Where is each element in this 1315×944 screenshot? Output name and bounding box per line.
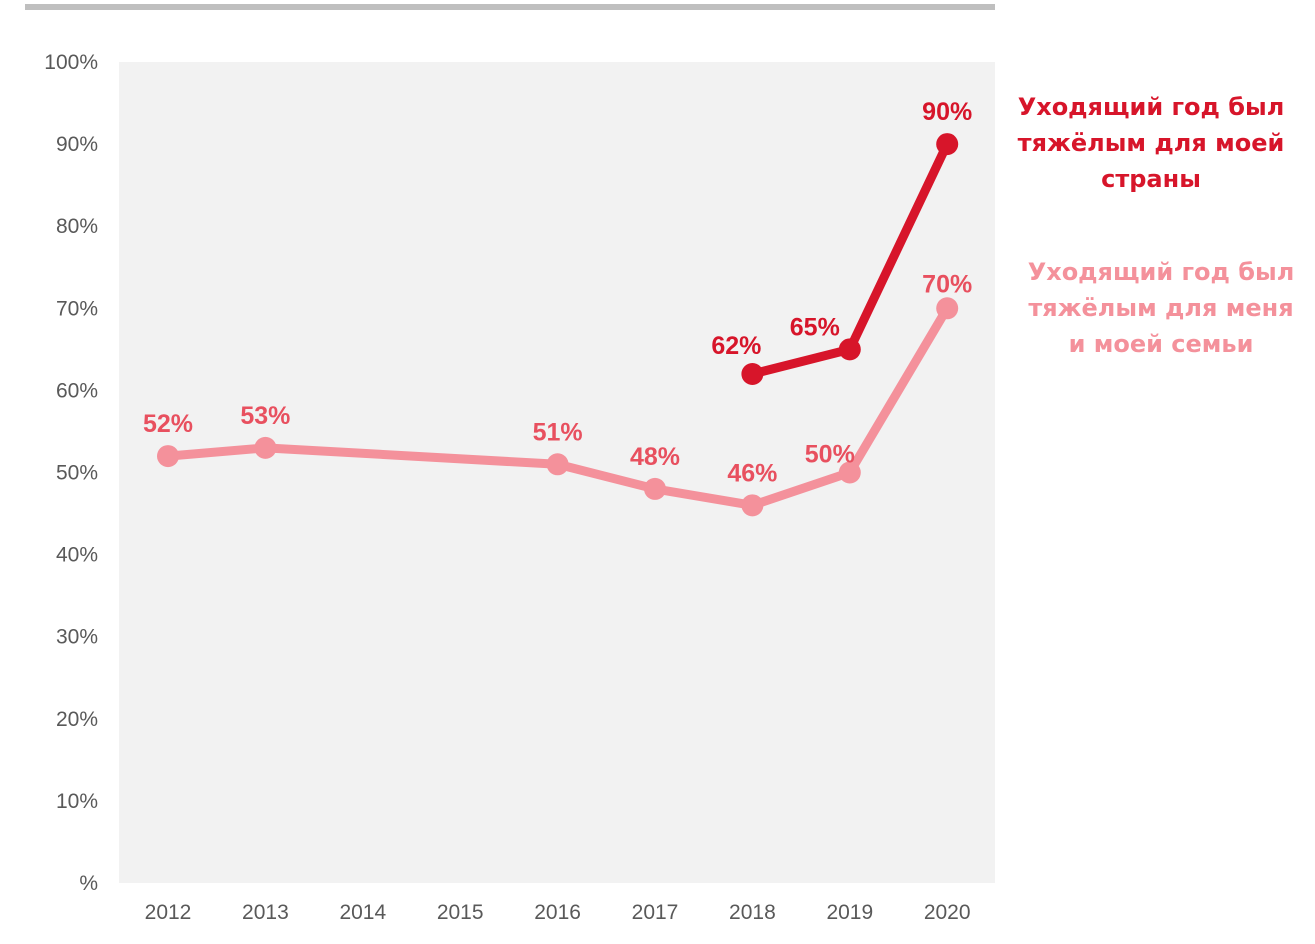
x-tick-label: 2013 xyxy=(242,901,289,924)
data-label: 52% xyxy=(143,410,193,438)
data-point xyxy=(838,461,861,484)
data-point xyxy=(741,362,764,385)
data-point xyxy=(644,477,666,500)
data-point xyxy=(936,133,959,156)
y-tick-label: 50% xyxy=(56,462,98,485)
x-tick-label: 2014 xyxy=(339,901,386,924)
series-points xyxy=(157,133,959,517)
data-point xyxy=(936,297,959,320)
legend-family-series: Уходящий год был тяжёлым для меня и моей… xyxy=(1027,258,1295,358)
top-divider xyxy=(25,4,995,10)
data-label: 62% xyxy=(711,332,761,360)
x-tick-label: 2020 xyxy=(924,901,971,924)
data-label: 53% xyxy=(240,402,290,430)
data-label: 90% xyxy=(922,98,972,126)
data-label: 46% xyxy=(727,459,777,487)
data-point xyxy=(254,436,277,459)
y-tick-label: 80% xyxy=(56,215,98,238)
y-tick-label: % xyxy=(79,872,98,895)
y-tick-label: 60% xyxy=(56,379,98,402)
y-axis: % 10% 20% 30% 40% 50% 60% 70% 80% 90% 100% xyxy=(44,51,98,895)
data-point xyxy=(157,445,179,468)
data-point xyxy=(546,453,569,476)
y-tick-label: 30% xyxy=(56,626,98,649)
y-tick-label: 40% xyxy=(56,544,98,567)
data-point xyxy=(838,338,861,361)
x-tick-label: 2015 xyxy=(437,901,484,924)
data-point xyxy=(741,494,764,517)
data-label: 65% xyxy=(790,313,840,341)
y-tick-label: 90% xyxy=(56,133,98,156)
x-tick-label: 2012 xyxy=(145,901,192,924)
data-label: 48% xyxy=(630,443,680,471)
data-labels: 52% 53% 51% 48% 46% 50% 70% 62% 65% 90% xyxy=(143,98,972,487)
x-tick-label: 2016 xyxy=(534,901,581,924)
x-tick-label: 2017 xyxy=(632,901,679,924)
y-tick-label: 70% xyxy=(56,297,98,320)
x-tick-label: 2018 xyxy=(729,901,776,924)
y-tick-label: 10% xyxy=(56,790,98,813)
y-tick-label: 20% xyxy=(56,708,98,731)
legend-country-series: Уходящий год был тяжёлым для моей страны xyxy=(1017,93,1285,193)
x-axis: 2012 2013 2014 2015 2016 2017 2018 2019 2020 xyxy=(145,901,971,924)
x-tick-label: 2019 xyxy=(826,901,873,924)
data-label: 50% xyxy=(805,441,855,469)
data-label: 51% xyxy=(533,418,583,446)
y-tick-label: 100% xyxy=(44,51,98,74)
data-label: 70% xyxy=(922,270,972,298)
